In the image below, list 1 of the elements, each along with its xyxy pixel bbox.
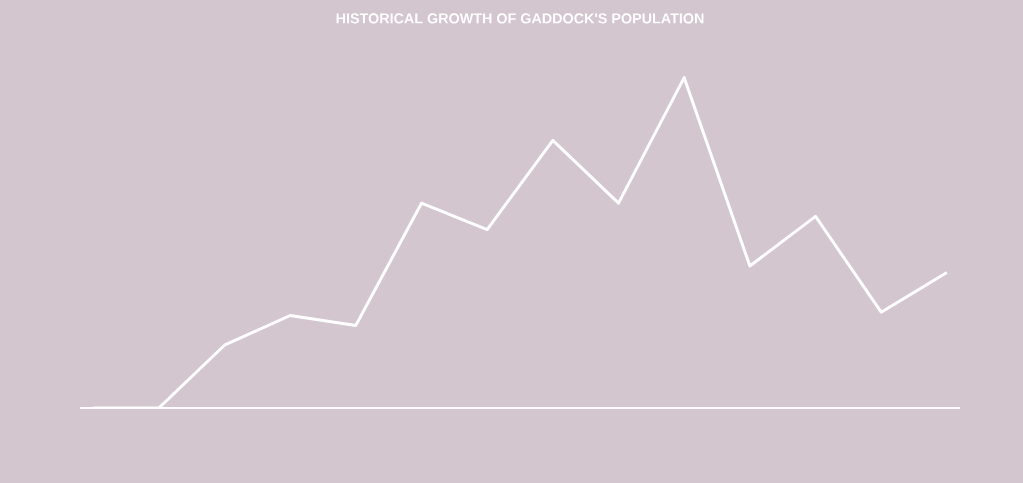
chart-title: HISTORICAL GROWTH OF GADDOCK'S POPULATION	[336, 13, 704, 24]
